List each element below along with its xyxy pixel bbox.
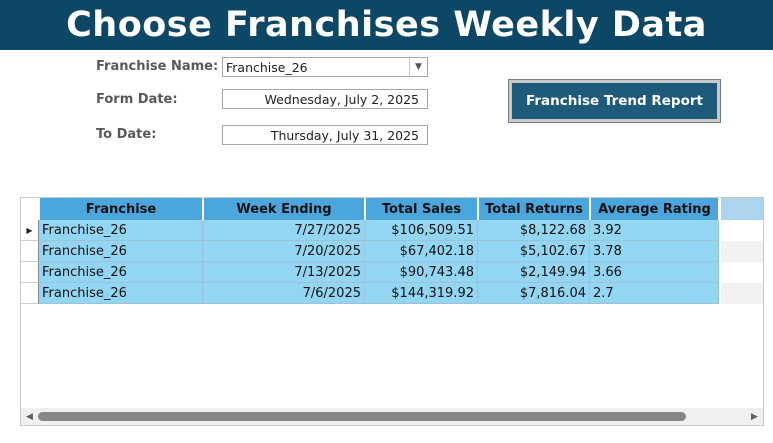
table-row[interactable]: Franchise_26 7/20/2025 $67,402.18 $5,102… bbox=[21, 241, 763, 262]
franchise-name-combobox[interactable]: Franchise_26 ▼ bbox=[222, 57, 428, 77]
franchise-trend-report-button[interactable]: Franchise Trend Report bbox=[508, 79, 721, 123]
to-date-value: Thursday, July 31, 2025 bbox=[270, 127, 419, 143]
column-header-total-returns[interactable]: Total Returns bbox=[479, 198, 589, 220]
cell-franchise[interactable]: Franchise_26 bbox=[39, 262, 203, 283]
column-header-week-ending[interactable]: Week Ending bbox=[204, 198, 364, 220]
page-title: Choose Franchises Weekly Data bbox=[66, 5, 707, 45]
cell-total-returns[interactable]: $2,149.94 bbox=[478, 262, 590, 283]
title-banner: Choose Franchises Weekly Data bbox=[0, 0, 773, 50]
scroll-left-icon[interactable]: ◀ bbox=[26, 411, 33, 421]
to-date-field[interactable]: Thursday, July 31, 2025 bbox=[222, 125, 428, 145]
column-header-average-rating[interactable]: Average Rating bbox=[591, 198, 718, 220]
scroll-right-icon[interactable]: ▶ bbox=[751, 411, 758, 421]
cell-average-rating[interactable]: 3.92 bbox=[590, 220, 719, 241]
column-header-total-sales[interactable]: Total Sales bbox=[366, 198, 477, 220]
weekly-data-grid[interactable]: Franchise Week Ending Total Sales Total … bbox=[20, 197, 764, 426]
table-row[interactable]: Franchise_26 7/6/2025 $144,319.92 $7,816… bbox=[21, 283, 763, 304]
table-row[interactable]: Franchise_26 7/13/2025 $90,743.48 $2,149… bbox=[21, 262, 763, 283]
row-selector[interactable]: ▶ bbox=[21, 220, 39, 241]
to-date-label: To Date: bbox=[96, 127, 157, 142]
row-selector[interactable] bbox=[21, 262, 39, 283]
row-selector[interactable] bbox=[21, 241, 39, 262]
cell-week-ending[interactable]: 7/6/2025 bbox=[203, 283, 365, 304]
cell-total-sales[interactable]: $67,402.18 bbox=[365, 241, 478, 262]
cell-total-sales[interactable]: $144,319.92 bbox=[365, 283, 478, 304]
cell-franchise[interactable]: Franchise_26 bbox=[39, 283, 203, 304]
form-date-field[interactable]: Wednesday, July 2, 2025 bbox=[222, 89, 428, 109]
franchise-name-value: Franchise_26 bbox=[226, 59, 308, 75]
cell-average-rating[interactable]: 3.66 bbox=[590, 262, 719, 283]
row-selector[interactable] bbox=[21, 283, 39, 304]
row-pointer-icon: ▶ bbox=[26, 225, 33, 235]
cell-total-returns[interactable]: $7,816.04 bbox=[478, 283, 590, 304]
scrollbar-thumb[interactable] bbox=[38, 412, 686, 421]
table-row[interactable]: ▶ Franchise_26 7/27/2025 $106,509.51 $8,… bbox=[21, 220, 763, 241]
cell-average-rating[interactable]: 3.78 bbox=[590, 241, 719, 262]
cell-week-ending[interactable]: 7/13/2025 bbox=[203, 262, 365, 283]
cell-total-returns[interactable]: $8,122.68 bbox=[478, 220, 590, 241]
cell-total-sales[interactable]: $106,509.51 bbox=[365, 220, 478, 241]
form-date-value: Wednesday, July 2, 2025 bbox=[264, 91, 419, 107]
cell-total-sales[interactable]: $90,743.48 bbox=[365, 262, 478, 283]
cell-franchise[interactable]: Franchise_26 bbox=[39, 220, 203, 241]
horizontal-scrollbar[interactable]: ◀ ▶ bbox=[21, 408, 763, 425]
cell-franchise[interactable]: Franchise_26 bbox=[39, 241, 203, 262]
column-header-franchise[interactable]: Franchise bbox=[40, 198, 202, 220]
chevron-down-icon[interactable]: ▼ bbox=[409, 58, 427, 76]
row-tail bbox=[721, 283, 763, 304]
cell-average-rating[interactable]: 2.7 bbox=[590, 283, 719, 304]
form-date-label: Form Date: bbox=[96, 92, 178, 107]
row-tail bbox=[721, 262, 763, 283]
cell-week-ending[interactable]: 7/20/2025 bbox=[203, 241, 365, 262]
row-tail bbox=[721, 220, 763, 241]
franchise-name-label: Franchise Name: bbox=[96, 59, 219, 74]
cell-week-ending[interactable]: 7/27/2025 bbox=[203, 220, 365, 241]
header-filler bbox=[721, 198, 763, 220]
cell-total-returns[interactable]: $5,102.67 bbox=[478, 241, 590, 262]
row-tail bbox=[721, 241, 763, 262]
